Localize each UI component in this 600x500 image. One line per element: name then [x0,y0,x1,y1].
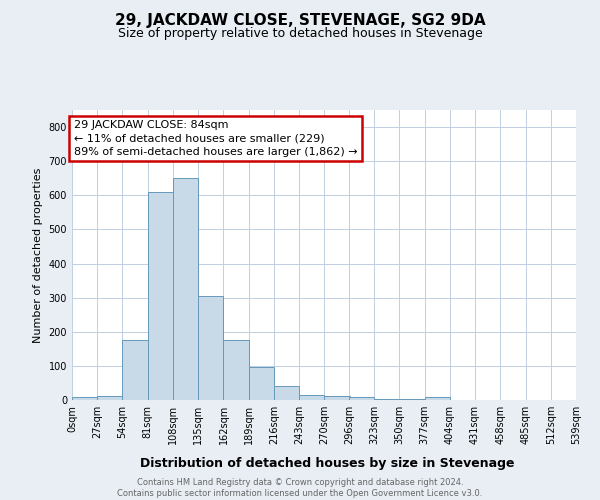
Text: 29 JACKDAW CLOSE: 84sqm
← 11% of detached houses are smaller (229)
89% of semi-d: 29 JACKDAW CLOSE: 84sqm ← 11% of detache… [74,120,358,156]
Bar [223,340,249,400]
Bar [148,192,173,400]
Bar [349,398,374,400]
Text: Distribution of detached houses by size in Stevenage: Distribution of detached houses by size … [140,458,514,470]
Text: Contains HM Land Registry data © Crown copyright and database right 2024.
Contai: Contains HM Land Registry data © Crown c… [118,478,482,498]
Bar [122,340,148,400]
Bar [249,366,274,400]
Bar [173,178,198,400]
Bar [72,398,97,400]
Bar [198,296,223,400]
Bar [374,399,399,400]
Y-axis label: Number of detached properties: Number of detached properties [33,168,43,342]
Bar [97,396,122,400]
Bar [325,396,350,400]
Text: 29, JACKDAW CLOSE, STEVENAGE, SG2 9DA: 29, JACKDAW CLOSE, STEVENAGE, SG2 9DA [115,12,485,28]
Bar [299,395,325,400]
Text: Size of property relative to detached houses in Stevenage: Size of property relative to detached ho… [118,28,482,40]
Bar [274,386,299,400]
Bar [425,398,450,400]
